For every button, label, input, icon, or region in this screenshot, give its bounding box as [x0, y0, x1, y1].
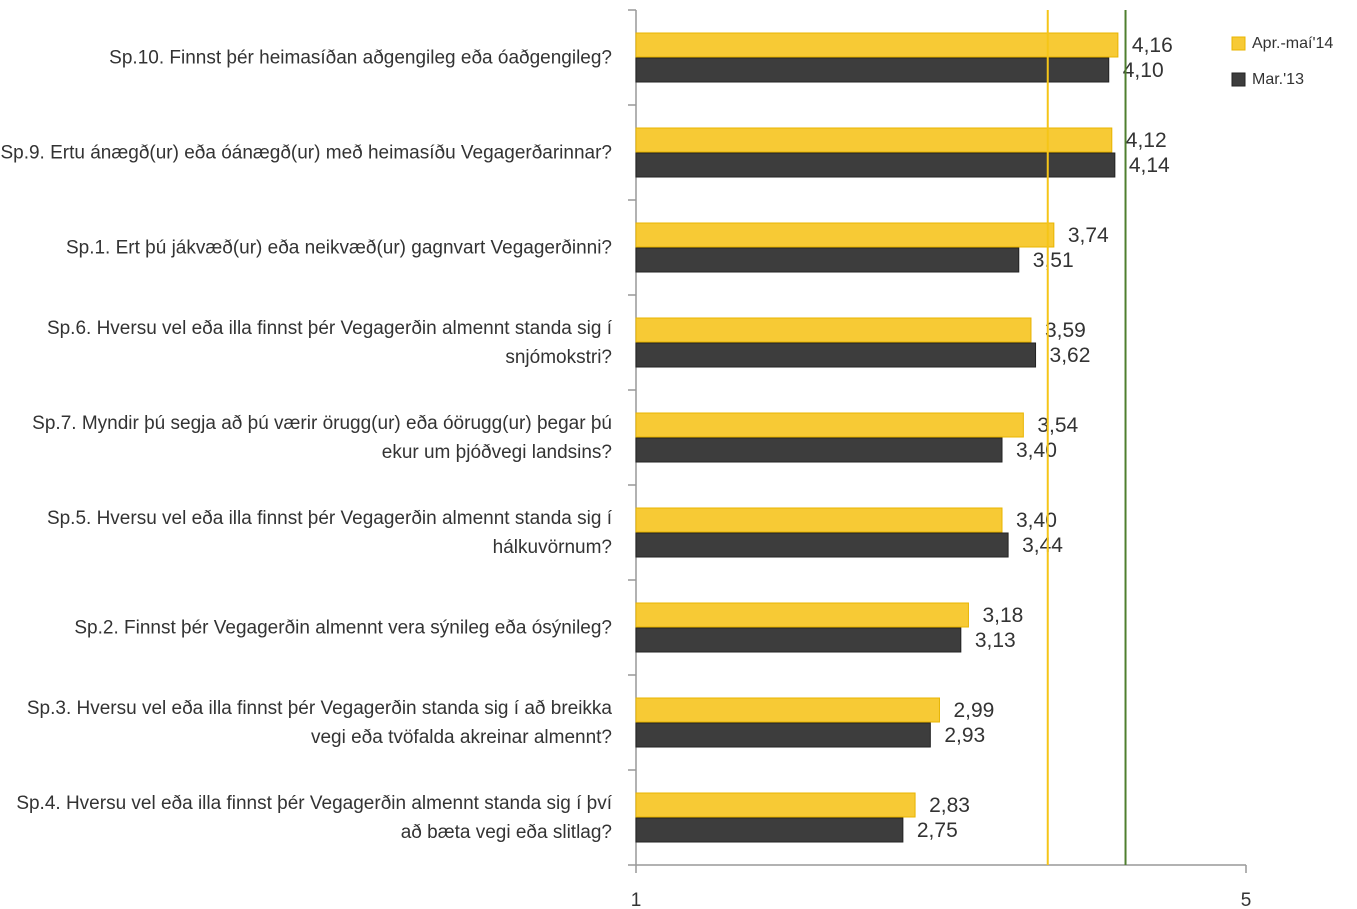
category-label: Sp.1. Ert þú jákvæð(ur) eða neikvæð(ur) … [65, 237, 612, 259]
category-label: Sp.9. Ertu ánægð(ur) eða óánægð(ur) með … [0, 142, 612, 164]
category-label: Sp.5. Hversu vel eða illa finnst þér Veg… [46, 508, 612, 558]
value-label: 4,10 [1123, 59, 1164, 82]
bar [635, 247, 1020, 273]
bar [635, 222, 1055, 248]
category-label: Sp.7. Myndir þú segja að þú værir örugg(… [32, 413, 612, 463]
value-label: 4,16 [1132, 34, 1173, 57]
category-label: Sp.6. Hversu vel eða illa finnst þér Veg… [46, 318, 612, 368]
legend-swatch [1231, 36, 1246, 51]
value-label: 3,51 [1033, 249, 1074, 272]
value-label: 4,12 [1126, 129, 1167, 152]
category-label: Sp.3. Hversu vel eða illa finnst þér Veg… [26, 698, 612, 748]
bar [635, 817, 904, 843]
category-label: Sp.4. Hversu vel eða illa finnst þér Veg… [16, 793, 612, 843]
bar [635, 342, 1037, 368]
bar [635, 627, 962, 653]
value-label: 3,54 [1037, 414, 1078, 437]
value-label: 2,93 [944, 724, 985, 747]
legend-label: Mar.'13 [1252, 71, 1304, 88]
legend-swatch [1231, 72, 1246, 87]
value-label: 3,40 [1016, 509, 1057, 532]
value-label: 2,75 [917, 819, 958, 842]
value-label: 3,40 [1016, 439, 1057, 462]
value-label: 3,18 [982, 604, 1023, 627]
bar [635, 507, 1003, 533]
bar [635, 152, 1116, 178]
bar [635, 697, 940, 723]
value-label: 3,44 [1022, 534, 1063, 557]
value-label: 4,14 [1129, 154, 1170, 177]
category-label: Sp.10. Finnst þér heimasíðan aðgengileg … [109, 47, 612, 69]
x-tick-label: 5 [1241, 890, 1252, 909]
bar [635, 532, 1009, 558]
bar [635, 602, 969, 628]
bar [635, 57, 1110, 83]
bar [635, 412, 1024, 438]
value-label: 3,13 [975, 629, 1016, 652]
legend-label: Apr.-maí'14 [1252, 35, 1333, 52]
bar [635, 722, 931, 748]
category-label: Sp.2. Finnst þér Vegagerðin almennt vera… [74, 617, 612, 639]
bar [635, 32, 1119, 58]
value-label: 3,74 [1068, 224, 1109, 247]
value-label: 2,83 [929, 794, 970, 817]
bar [635, 437, 1003, 463]
bar [635, 792, 916, 818]
x-tick-label: 1 [631, 890, 642, 909]
value-label: 2,99 [953, 699, 994, 722]
bar [635, 127, 1113, 153]
value-label: 3,62 [1050, 344, 1091, 367]
bar [635, 317, 1032, 343]
value-label: 3,59 [1045, 319, 1086, 342]
